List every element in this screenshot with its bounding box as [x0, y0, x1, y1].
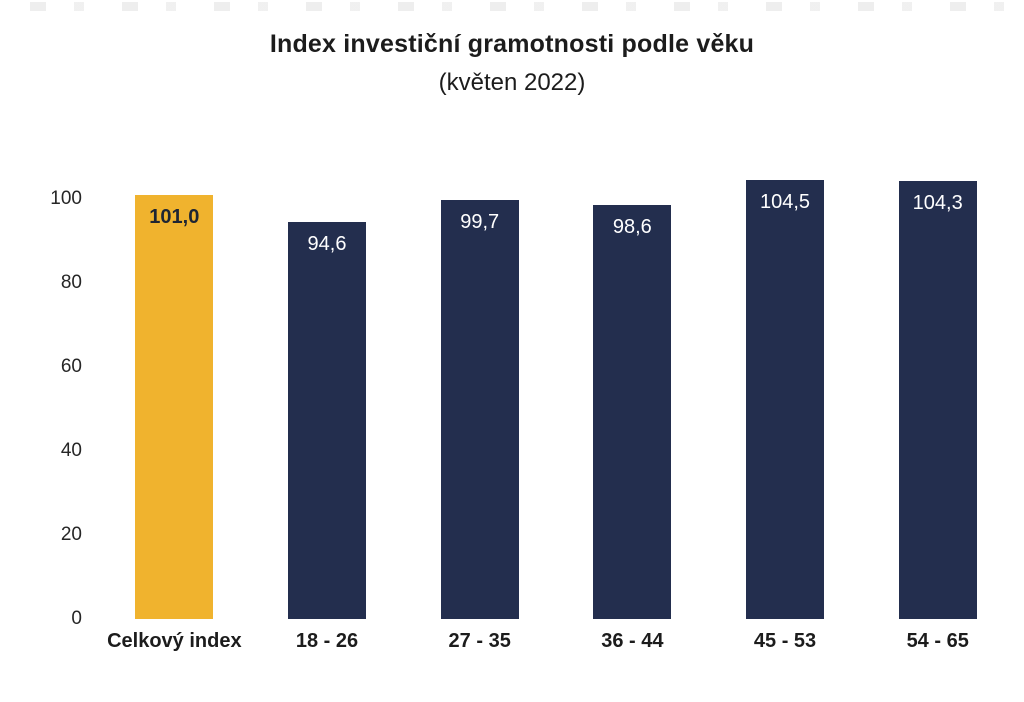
cropped-text-artifact: [30, 2, 1004, 11]
chart-title: Index investiční gramotnosti podle věku: [269, 30, 755, 58]
x-axis-category-label: 27 - 35: [448, 630, 511, 652]
y-axis-tick-label: 0: [71, 608, 82, 629]
plot-area: 101,0 Celkový index 94,6 18 - 26 99,7 27 - 35…: [98, 160, 1014, 664]
x-axis-category-label: 36 - 44: [601, 630, 664, 652]
bar-value-label: 94,6: [307, 232, 347, 255]
bar-column: 99,7 27 - 35: [403, 160, 556, 664]
bar-value-label: 104,5: [759, 191, 811, 214]
bar-value-label: 104,3: [912, 191, 963, 214]
bar-highlight: 101,0: [135, 194, 214, 619]
y-axis-tick-label: 40: [60, 440, 82, 461]
bar-segment: 104,5: [746, 180, 825, 619]
bar-value-label: 99,7: [460, 211, 500, 234]
bar-segment: 104,3: [898, 180, 977, 619]
bar-column: 104,3 54 - 65: [861, 160, 1014, 664]
bar-column: 104,5 45 - 53: [709, 160, 862, 664]
bar-segment: 98,6: [593, 204, 672, 619]
bar-column: 98,6 36 - 44: [556, 160, 709, 664]
bar-value-label: 98,6: [612, 215, 652, 238]
y-axis-tick-label: 20: [60, 524, 82, 545]
x-axis-category-label: Celkový index: [107, 630, 242, 652]
bar-column: 101,0 Celkový index: [98, 160, 251, 664]
bar-segment: 99,7: [440, 200, 519, 619]
y-axis-tick-label: 80: [60, 272, 82, 293]
chart-subtitle: (květen 2022): [438, 69, 586, 96]
x-axis-category-label: 18 - 26: [295, 630, 359, 652]
bar-segment: 94,6: [288, 221, 366, 619]
title-block: Index investiční gramotnosti podle věku …: [0, 30, 1024, 97]
y-axis-tick-label: 100: [50, 188, 82, 209]
x-axis-category-label: 45 - 53: [753, 630, 817, 652]
bar-value-label: 101,0: [149, 205, 200, 228]
y-axis-tick-label: 60: [60, 356, 82, 377]
x-axis-category-label: 54 - 65: [906, 630, 969, 652]
bar-column: 94,6 18 - 26: [251, 160, 404, 664]
